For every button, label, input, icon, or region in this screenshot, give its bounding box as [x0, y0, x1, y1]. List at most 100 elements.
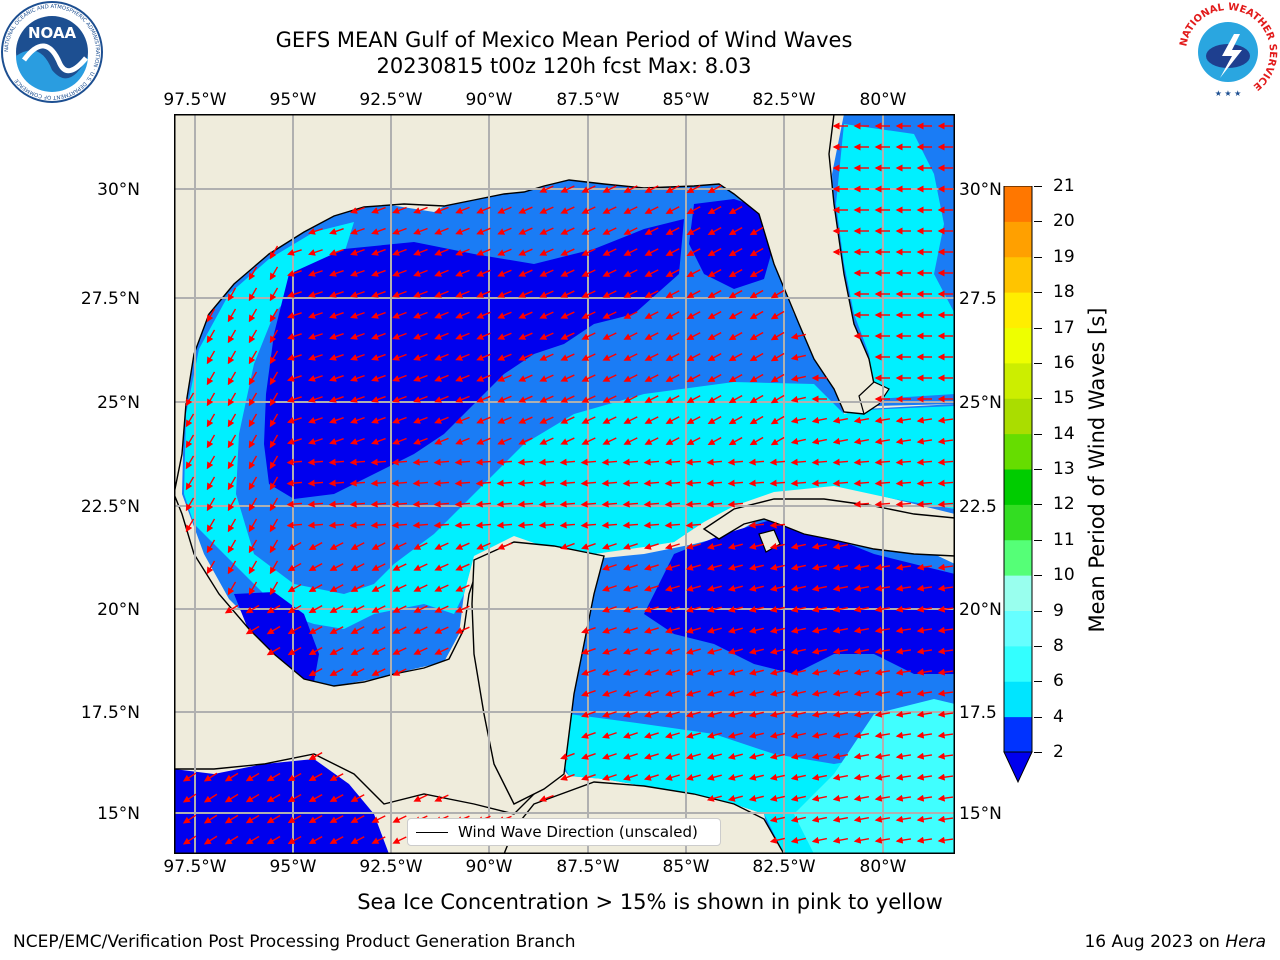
- wind-arrow: [308, 752, 323, 761]
- wind-arrow: [790, 605, 806, 613]
- wind-arrow: [895, 689, 912, 697]
- wind-arrow: [391, 521, 408, 529]
- wind-arrow: [727, 542, 743, 550]
- wind-arrow: [350, 374, 365, 382]
- wind-arrow: [664, 564, 680, 571]
- wind-arrow: [937, 584, 954, 592]
- wind-arrow: [707, 416, 722, 425]
- wind-arrow: [560, 248, 575, 256]
- wind-arrow: [622, 479, 639, 487]
- wind-arrow: [518, 374, 533, 382]
- wind-arrow: [350, 332, 365, 340]
- wind-arrow: [602, 648, 617, 655]
- wind-arrow: [602, 753, 617, 760]
- wind-arrow: [581, 732, 596, 739]
- wind-arrow: [248, 350, 258, 365]
- wind-arrow: [770, 352, 785, 362]
- wind-arrow: [643, 627, 659, 634]
- wind-arrow: [413, 227, 428, 235]
- wind-arrow: [497, 437, 512, 445]
- wind-arrow: [560, 185, 575, 193]
- wind-arrow: [350, 227, 365, 235]
- wind-arrow: [412, 458, 429, 466]
- wind-arrow: [916, 479, 933, 487]
- wind-arrow: [371, 605, 386, 613]
- colorbar-tick-mark: [1034, 575, 1042, 577]
- wind-arrow: [329, 563, 344, 571]
- wind-arrow: [518, 437, 533, 445]
- wind-arrow: [665, 290, 680, 298]
- wind-arrow: [832, 542, 849, 550]
- wind-arrow: [308, 542, 323, 551]
- wind-arrow: [476, 416, 491, 424]
- wind-arrow: [538, 500, 555, 508]
- wind-arrow: [623, 774, 638, 781]
- wind-arrow: [392, 353, 407, 361]
- wind-arrow: [269, 287, 279, 302]
- wind-arrow: [602, 353, 617, 361]
- colorbar-tick-mark: [1034, 398, 1042, 400]
- wind-arrow: [685, 500, 702, 508]
- wind-arrow: [728, 310, 743, 320]
- wind-arrow: [185, 518, 195, 533]
- wind-arrow: [185, 497, 195, 512]
- wind-arrow: [895, 584, 912, 592]
- wind-arrow: [728, 415, 743, 425]
- wind-arrow: [749, 415, 764, 425]
- wind-arrow: [329, 291, 344, 298]
- wind-arrow: [706, 563, 722, 571]
- wind-arrow: [874, 668, 891, 676]
- wind-arrow: [328, 521, 345, 529]
- wind-arrow: [769, 668, 785, 676]
- wind-arrow: [895, 794, 912, 802]
- wind-arrow: [790, 395, 806, 403]
- wind-arrow: [665, 206, 680, 214]
- wind-arrow: [874, 689, 891, 697]
- wind-arrow: [497, 416, 512, 424]
- wind-arrow: [623, 206, 638, 214]
- wind-arrow: [454, 500, 471, 508]
- wind-arrow: [790, 647, 806, 655]
- wind-arrow: [937, 416, 954, 424]
- wind-arrow: [227, 560, 237, 575]
- wind-arrow: [224, 814, 239, 824]
- wind-arrow: [560, 437, 575, 445]
- wind-arrow: [308, 249, 323, 256]
- wind-arrow: [308, 375, 323, 382]
- wind-arrow: [413, 584, 428, 592]
- wind-arrow: [685, 585, 701, 592]
- wind-arrow: [748, 479, 765, 487]
- wind-arrow: [308, 836, 323, 845]
- wind-arrow: [623, 437, 638, 445]
- wind-arrow: [434, 542, 449, 550]
- wind-arrow: [770, 310, 785, 320]
- wind-arrow: [623, 690, 638, 697]
- wind-arrow: [224, 604, 239, 614]
- wind-arrow: [329, 773, 344, 781]
- wind-arrow: [245, 835, 260, 845]
- wind-arrow: [686, 374, 701, 382]
- wind-arrow: [581, 374, 596, 382]
- wind-arrow: [475, 479, 492, 487]
- wind-arrow: [248, 455, 258, 470]
- wind-arrow: [644, 248, 659, 256]
- wind-arrow: [706, 605, 722, 613]
- lon-tick-bottom: 85°W: [662, 857, 710, 877]
- wind-arrow: [643, 585, 659, 592]
- wind-arrow: [748, 710, 764, 718]
- wind-arrow: [371, 311, 386, 319]
- wind-arrow: [706, 479, 723, 487]
- wind-arrow: [602, 332, 617, 340]
- wind-arrow: [602, 227, 617, 235]
- wind-arrow: [665, 269, 680, 277]
- wind-arrow: [874, 710, 891, 718]
- wind-arrow: [895, 668, 912, 676]
- colorbar-tick-label: 11: [1053, 529, 1075, 550]
- wind-arrow: [434, 269, 449, 277]
- wind-arrow: [518, 227, 533, 235]
- wind-arrow: [623, 332, 638, 340]
- chart-subtitle: 20230815 t00z 120h fcst Max: 8.03: [376, 54, 752, 78]
- wind-arrow: [329, 584, 344, 592]
- wind-arrow: [206, 539, 216, 554]
- wind-arrow: [832, 605, 849, 613]
